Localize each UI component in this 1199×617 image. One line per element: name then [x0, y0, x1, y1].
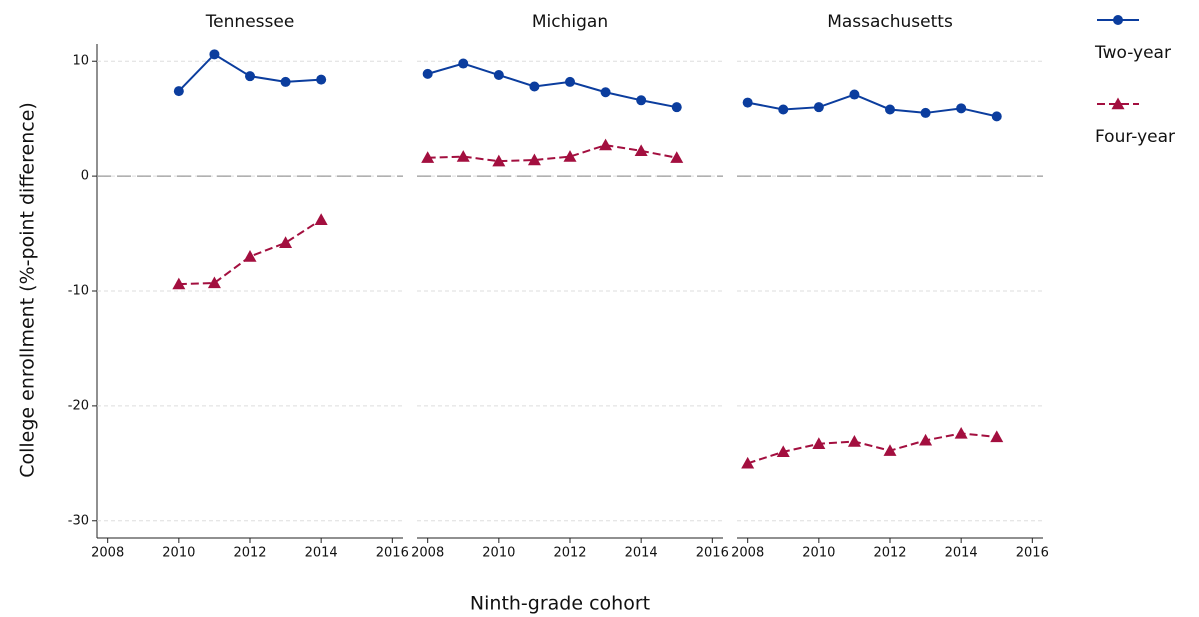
data-point: [634, 144, 648, 157]
legend-label: Four-year: [1095, 127, 1175, 147]
y-tick-label: 10: [72, 54, 89, 69]
y-tick-label: -10: [68, 284, 89, 299]
x-tick-label: 2014: [305, 546, 338, 561]
x-tick-label: 2008: [731, 546, 764, 561]
x-tick-label: 2008: [411, 546, 444, 561]
panel-title: Tennessee: [205, 12, 295, 32]
data-point: [421, 151, 435, 163]
data-point: [741, 456, 755, 469]
x-tick-label: 2010: [162, 546, 195, 561]
x-tick-label: 2012: [553, 546, 586, 561]
data-point: [813, 102, 824, 113]
panel-title: Michigan: [532, 12, 608, 32]
data-point: [885, 104, 895, 115]
data-point: [919, 433, 933, 446]
data-point: [529, 81, 540, 92]
data-point: [245, 71, 255, 82]
panel-title: Massachusetts: [827, 12, 953, 32]
data-point: [636, 95, 647, 106]
data-point: [776, 445, 790, 458]
data-point: [422, 68, 433, 79]
data-point: [493, 70, 504, 81]
data-point: [172, 277, 186, 290]
x-tick-label: 2014: [945, 546, 978, 561]
data-point: [279, 236, 293, 248]
data-point: [812, 437, 826, 449]
data-point: [920, 107, 931, 118]
data-point: [565, 76, 575, 87]
data-point: [778, 104, 789, 115]
data-point: [671, 102, 682, 113]
series-line: [747, 93, 997, 118]
data-point: [670, 151, 684, 163]
data-point: [954, 426, 968, 439]
x-tick-label: 2016: [376, 546, 409, 561]
y-tick-label: -30: [68, 513, 89, 528]
data-point: [849, 89, 860, 100]
legend-label: Two-year: [1094, 43, 1171, 63]
series-line: [427, 62, 677, 109]
data-point: [599, 138, 613, 151]
y-axis-label: College enrollment (%-point difference): [17, 102, 39, 478]
data-point: [527, 153, 541, 166]
data-point: [316, 74, 327, 85]
x-tick-label: 2012: [233, 546, 266, 561]
legend-marker: [1113, 15, 1123, 25]
y-tick-label: -20: [68, 398, 89, 413]
series-line: [747, 432, 997, 465]
data-point: [456, 150, 470, 162]
series-line: [427, 144, 677, 163]
data-point: [492, 154, 506, 167]
data-point: [458, 58, 469, 69]
x-tick-label: 2010: [482, 546, 515, 561]
data-point: [847, 434, 861, 447]
x-axis-label: Ninth-grade cohort: [470, 593, 650, 615]
data-point: [956, 103, 967, 114]
data-point: [742, 97, 753, 108]
data-point: [600, 87, 611, 98]
data-point: [280, 76, 291, 87]
data-point: [991, 111, 1002, 122]
x-tick-label: 2016: [696, 546, 729, 561]
data-point: [883, 444, 897, 456]
data-point: [990, 430, 1004, 443]
data-point: [314, 213, 328, 225]
y-tick-label: 0: [81, 169, 89, 184]
data-point: [563, 150, 577, 162]
x-tick-label: 2012: [873, 546, 906, 561]
x-tick-label: 2016: [1016, 546, 1049, 561]
data-point: [243, 250, 257, 262]
data-point: [209, 49, 220, 60]
x-tick-label: 2008: [91, 546, 124, 561]
legend-marker: [1111, 97, 1125, 110]
x-tick-label: 2010: [802, 546, 835, 561]
data-point: [173, 86, 184, 97]
data-point: [207, 276, 221, 289]
x-tick-label: 2014: [625, 546, 658, 561]
